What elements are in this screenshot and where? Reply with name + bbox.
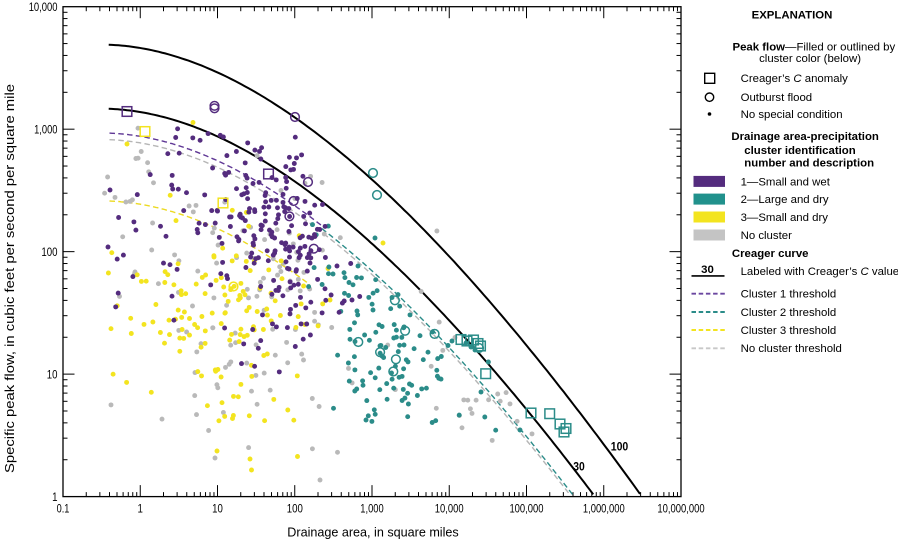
svg-text:cluster color (below): cluster color (below) xyxy=(759,53,861,65)
svg-text:100,000: 100,000 xyxy=(509,503,543,516)
svg-text:1—Small and wet: 1—Small and wet xyxy=(741,176,831,188)
svg-text:No special condition: No special condition xyxy=(741,109,843,121)
svg-text:10,000: 10,000 xyxy=(435,503,464,516)
svg-text:number and description: number and description xyxy=(744,157,874,169)
svg-text:1,000: 1,000 xyxy=(34,123,57,136)
svg-text:Specific peak flow, in cubic f: Specific peak flow, in cubic feet per se… xyxy=(2,84,17,473)
svg-text:30: 30 xyxy=(701,264,714,276)
svg-text:Cluster 2 threshold: Cluster 2 threshold xyxy=(741,307,837,319)
svg-text:Peak flow—Filled or outlined b: Peak flow—Filled or outlined by xyxy=(733,42,896,54)
svg-text:Labeled with Creager’s C value: Labeled with Creager’s C value xyxy=(741,266,898,278)
svg-text:3—Small and dry: 3—Small and dry xyxy=(741,212,829,224)
svg-text:1,000: 1,000 xyxy=(360,503,383,516)
svg-text:Drainage area-precipitation: Drainage area-precipitation xyxy=(731,131,879,143)
svg-text:1: 1 xyxy=(138,503,143,516)
svg-text:100: 100 xyxy=(41,246,57,259)
svg-text:1,000,000: 1,000,000 xyxy=(583,503,625,516)
svg-text:Outburst flood: Outburst flood xyxy=(741,92,813,104)
svg-text:100: 100 xyxy=(287,503,303,516)
svg-text:10: 10 xyxy=(212,503,223,516)
svg-text:Creager curve: Creager curve xyxy=(732,248,809,260)
svg-text:0.1: 0.1 xyxy=(57,503,70,516)
svg-text:Cluster 3 threshold: Cluster 3 threshold xyxy=(741,325,837,337)
svg-text:30: 30 xyxy=(573,460,585,474)
svg-text:10: 10 xyxy=(47,368,58,381)
svg-text:Creager’s C anomaly: Creager’s C anomaly xyxy=(741,73,849,85)
svg-text:EXPLANATION: EXPLANATION xyxy=(752,10,833,22)
svg-text:2—Large and dry: 2—Large and dry xyxy=(741,194,829,206)
svg-text:No cluster threshold: No cluster threshold xyxy=(741,343,842,355)
svg-text:1: 1 xyxy=(52,491,57,504)
svg-text:No cluster: No cluster xyxy=(741,230,792,242)
svg-text:cluster identification: cluster identification xyxy=(744,145,855,157)
svg-text:Cluster 1 threshold: Cluster 1 threshold xyxy=(741,289,837,301)
svg-text:10,000,000: 10,000,000 xyxy=(657,503,704,516)
svg-text:100: 100 xyxy=(611,440,629,454)
svg-text:10,000: 10,000 xyxy=(29,1,58,14)
svg-text:Drainage area, in square miles: Drainage area, in square miles xyxy=(287,524,459,539)
